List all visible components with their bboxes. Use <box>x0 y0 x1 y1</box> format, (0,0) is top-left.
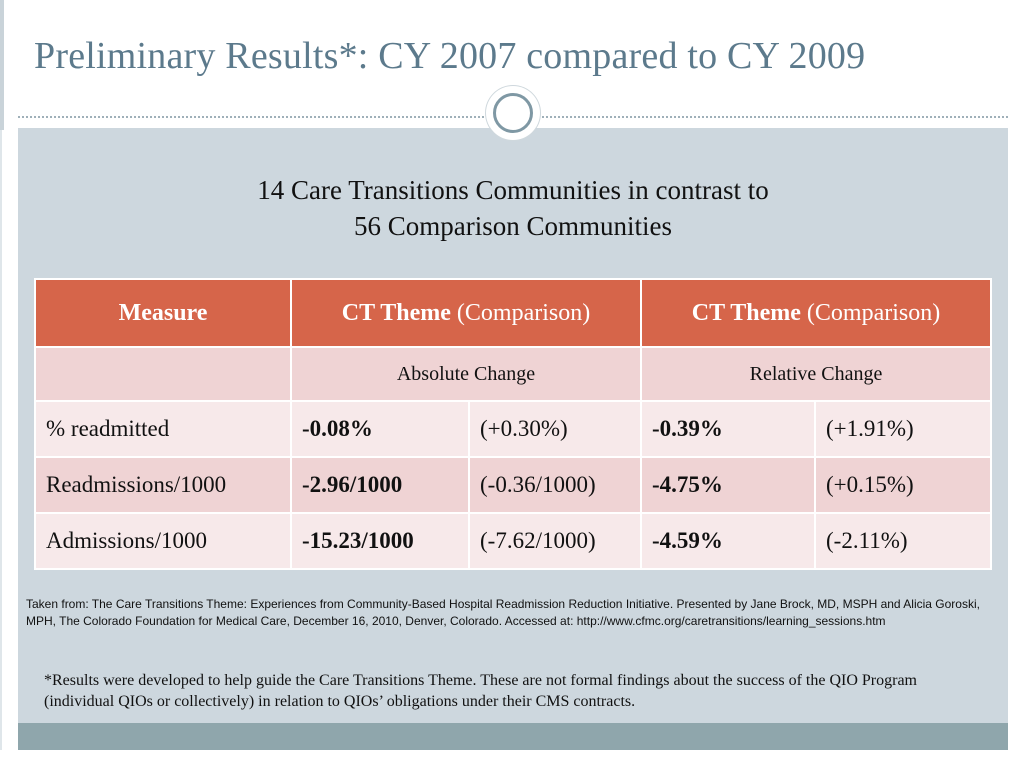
slide-title: Preliminary Results*: CY 2007 compared t… <box>34 35 866 77</box>
slide-subtitle: 14 Care Transitions Communities in contr… <box>18 172 1008 244</box>
cell-abs-ct: -0.08% <box>290 400 470 458</box>
cell-rel-ct: -0.39% <box>640 400 816 458</box>
cell-abs-comparison: (+0.30%) <box>468 400 642 458</box>
subheader-relative: Relative Change <box>640 346 992 402</box>
circle-ornament-icon <box>486 86 540 140</box>
cell-rel-comparison: (-2.11%) <box>814 512 992 570</box>
cell-abs-comparison: (-7.62/1000) <box>468 512 642 570</box>
cell-measure: Readmissions/1000 <box>34 456 292 514</box>
slide-header: Preliminary Results*: CY 2007 compared t… <box>18 0 1008 118</box>
header-absolute-change: CT Theme (Comparison) <box>290 278 642 348</box>
cell-abs-ct: -15.23/1000 <box>290 512 470 570</box>
left-accent-line <box>0 130 2 750</box>
subheader-absolute: Absolute Change <box>290 346 642 402</box>
cell-measure: % readmitted <box>34 400 292 458</box>
table-row: % readmitted -0.08% (+0.30%) -0.39% (+1.… <box>34 400 992 458</box>
cell-abs-ct: -2.96/1000 <box>290 456 470 514</box>
results-table: Measure CT Theme (Comparison) CT Theme (… <box>34 278 992 570</box>
table-header-row: Measure CT Theme (Comparison) CT Theme (… <box>34 278 992 348</box>
cell-measure: Admissions/1000 <box>34 512 292 570</box>
cell-rel-comparison: (+1.91%) <box>814 400 992 458</box>
footer-bar <box>18 723 1008 750</box>
table-row: Admissions/1000 -15.23/1000 (-7.62/1000)… <box>34 512 992 570</box>
subtitle-line-1: 14 Care Transitions Communities in contr… <box>257 175 769 205</box>
table-subheader-row: Absolute Change Relative Change <box>34 346 992 402</box>
table-row: Readmissions/1000 -2.96/1000 (-0.36/1000… <box>34 456 992 514</box>
cell-rel-ct: -4.59% <box>640 512 816 570</box>
source-citation: Taken from: The Care Transitions Theme: … <box>26 597 980 628</box>
disclaimer-note: *Results were developed to help guide th… <box>44 672 917 710</box>
subheader-empty <box>34 346 292 402</box>
cell-rel-ct: -4.75% <box>640 456 816 514</box>
subtitle-line-2: 56 Comparison Communities <box>353 211 672 241</box>
header-relative-change: CT Theme (Comparison) <box>640 278 992 348</box>
cell-rel-comparison: (+0.15%) <box>814 456 992 514</box>
left-accent-bar <box>0 0 4 130</box>
cell-abs-comparison: (-0.36/1000) <box>468 456 642 514</box>
header-measure: Measure <box>34 278 292 348</box>
